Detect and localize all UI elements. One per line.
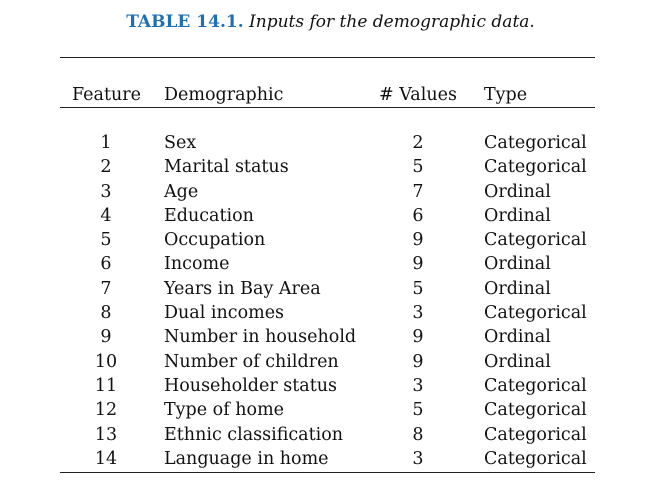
column-header-values: # Values — [379, 85, 457, 105]
cell-type: Ordinal — [484, 181, 551, 202]
cell-feature: 4 — [100, 205, 112, 226]
table-bottom-rule — [60, 472, 595, 474]
cell-type: Categorical — [484, 400, 587, 421]
cell-type: Ordinal — [484, 327, 551, 348]
table-row: 13 Ethnic classification 8 Categorical — [0, 424, 661, 448]
table-top-rule — [60, 57, 595, 59]
table-row: 5 Occupation 9 Categorical — [0, 229, 661, 253]
table-row: 4 Education 6 Ordinal — [0, 205, 661, 229]
column-header-feature: Feature — [72, 85, 142, 105]
table-row: 2 Marital status 5 Categorical — [0, 156, 661, 180]
table-row: 6 Income 9 Ordinal — [0, 253, 661, 277]
cell-values: 2 — [412, 133, 424, 153]
cell-values: 3 — [412, 448, 424, 469]
table-row: 1 Sex 2 Categorical — [0, 132, 661, 156]
cell-values: 5 — [412, 278, 424, 299]
cell-type: Categorical — [484, 230, 587, 251]
cell-values: 3 — [412, 375, 424, 396]
cell-demographic: Number in household — [164, 327, 357, 348]
cell-type: Ordinal — [484, 351, 551, 372]
cell-demographic: Income — [164, 254, 230, 275]
cell-demographic: Ethnic classification — [164, 424, 344, 445]
cell-feature: 6 — [100, 254, 112, 275]
cell-demographic: Education — [164, 205, 254, 226]
table-row: 11 Householder status 3 Categorical — [0, 375, 661, 399]
cell-type: Categorical — [484, 157, 587, 178]
cell-feature: 1 — [100, 133, 112, 153]
cell-type: Ordinal — [484, 205, 551, 226]
cell-type: Categorical — [484, 303, 587, 324]
table-row: 7 Years in Bay Area 5 Ordinal — [0, 278, 661, 302]
cell-demographic: Age — [164, 181, 199, 202]
cell-values: 9 — [412, 351, 424, 372]
cell-values: 8 — [412, 424, 424, 445]
cell-type: Categorical — [484, 424, 587, 445]
table-caption-label: TABLE 14.1. — [126, 12, 244, 32]
cell-feature: 9 — [100, 327, 112, 348]
cell-values: 6 — [412, 205, 424, 226]
cell-type: Categorical — [484, 375, 587, 396]
cell-demographic: Number of children — [164, 351, 339, 372]
cell-demographic: Householder status — [164, 375, 338, 396]
cell-type: Categorical — [484, 448, 587, 469]
table-row: 10 Number of children 9 Ordinal — [0, 351, 661, 375]
cell-values: 9 — [412, 327, 424, 348]
cell-values: 3 — [412, 303, 424, 324]
cell-demographic: Language in home — [164, 448, 329, 469]
cell-demographic: Sex — [164, 133, 197, 153]
table-row: 12 Type of home 5 Categorical — [0, 399, 661, 423]
cell-values: 9 — [412, 230, 424, 251]
cell-feature: 12 — [94, 400, 118, 421]
cell-feature: 2 — [100, 157, 112, 178]
cell-values: 5 — [412, 157, 424, 178]
cell-type: Ordinal — [484, 254, 551, 275]
table-caption: TABLE 14.1. Inputs for the demographic d… — [0, 11, 661, 33]
table-row: 3 Age 7 Ordinal — [0, 181, 661, 205]
cell-demographic: Type of home — [164, 400, 285, 421]
cell-feature: 11 — [94, 375, 118, 396]
cell-demographic: Occupation — [164, 230, 266, 251]
cell-feature: 5 — [100, 230, 112, 251]
table-row: 14 Language in home 3 Categorical — [0, 448, 661, 472]
cell-values: 7 — [412, 181, 424, 202]
table-row: 9 Number in household 9 Ordinal — [0, 326, 661, 350]
cell-feature: 14 — [94, 448, 118, 469]
cell-feature: 3 — [100, 181, 112, 202]
column-header-demographic: Demographic — [164, 85, 284, 105]
cell-feature: 7 — [100, 278, 112, 299]
cell-type: Ordinal — [484, 278, 551, 299]
table-row: 8 Dual incomes 3 Categorical — [0, 302, 661, 326]
table-caption-text: Inputs for the demographic data. — [249, 12, 535, 32]
cell-feature: 10 — [94, 351, 118, 372]
cell-type: Categorical — [484, 133, 587, 153]
cell-feature: 8 — [100, 303, 112, 324]
table-body: 1 Sex 2 Categorical 2 Marital status 5 Categori… — [0, 132, 661, 472]
cell-values: 5 — [412, 400, 424, 421]
cell-demographic: Years in Bay Area — [164, 278, 321, 299]
cell-demographic: Marital status — [164, 157, 289, 178]
cell-feature: 13 — [94, 424, 118, 445]
cell-demographic: Dual incomes — [164, 303, 285, 324]
table-header-rule — [60, 107, 595, 108]
column-header-type: Type — [484, 85, 528, 105]
cell-values: 9 — [412, 254, 424, 275]
